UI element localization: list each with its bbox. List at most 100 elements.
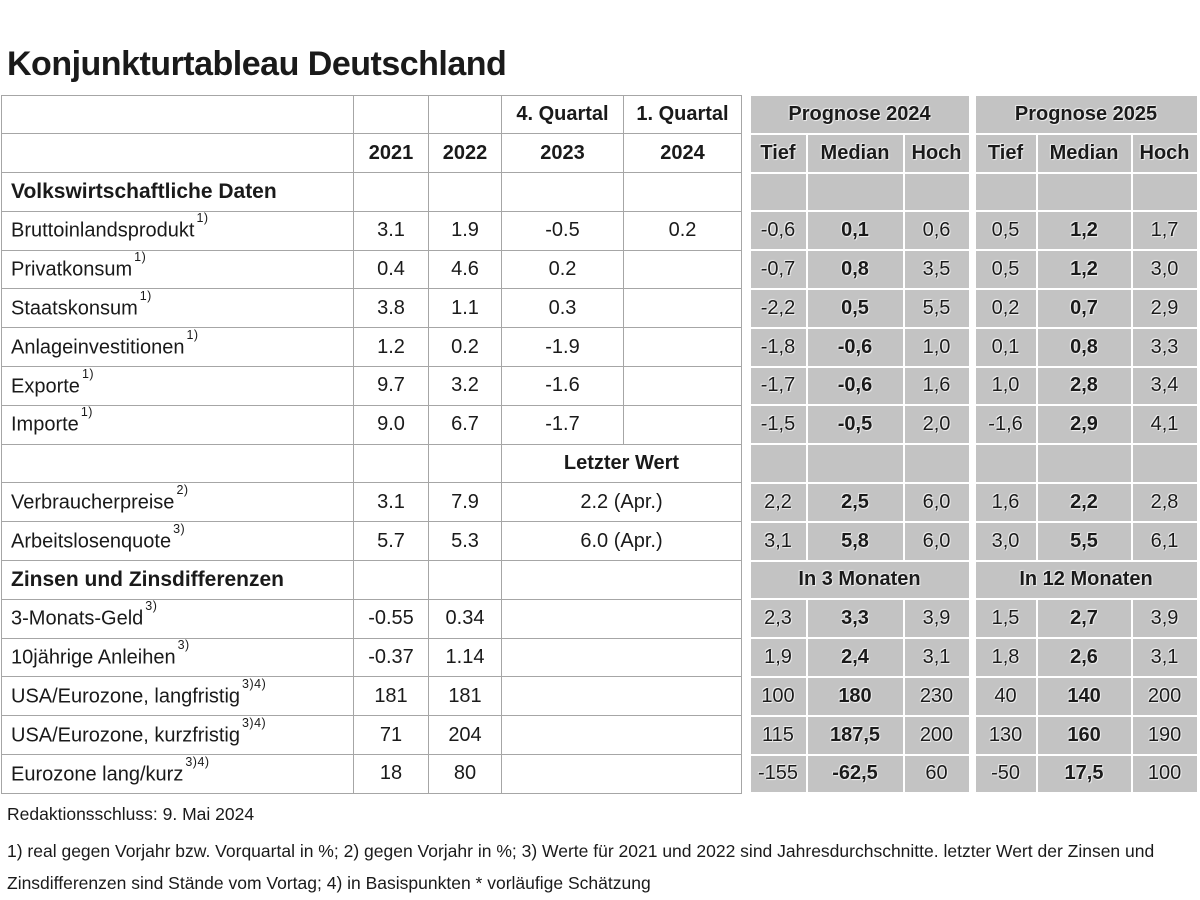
column-gap xyxy=(969,366,975,406)
empty-cell xyxy=(501,715,742,756)
prognose-12m-hoch: 3,9 xyxy=(1130,598,1199,640)
prognose25-tief: -1,6 xyxy=(973,404,1038,446)
prognose25-median: 1,2 xyxy=(1035,249,1133,290)
row-label: USA/Eurozone, kurzfristig3)4) xyxy=(1,715,354,756)
prognose-12m-tief: -50 xyxy=(973,753,1038,795)
column-gap xyxy=(969,638,975,677)
col-header-in-12-monaten: In 12 Monaten xyxy=(973,559,1199,601)
value-q4-2023: -1.9 xyxy=(501,327,624,368)
prognose25-hoch: 3,3 xyxy=(1130,326,1199,368)
empty-cell xyxy=(623,172,742,212)
empty-cell xyxy=(501,560,742,600)
value-letzter-wert: 2.2 (Apr.) xyxy=(501,482,742,523)
row-label-text: USA/Eurozone, langfristig xyxy=(11,685,241,708)
column-gap xyxy=(741,676,750,716)
prognose24-tief: -1,5 xyxy=(748,404,808,446)
column-gap xyxy=(741,133,750,173)
footnote-marker: 3)4) xyxy=(241,715,267,730)
row-label-text: Exporte xyxy=(11,375,80,398)
prognose-3m-hoch: 60 xyxy=(902,753,971,795)
value-q1-2024 xyxy=(623,366,742,406)
prognose-12m-tief: 130 xyxy=(973,714,1038,756)
footnote-marker: 3) xyxy=(177,638,190,653)
row-label-text: Privatkonsum xyxy=(11,258,133,281)
table-row: Exporte1) 9.7 3.2 -1.6 -1,7 -0,6 1,6 1,0… xyxy=(1,365,1199,407)
prognose24-hoch: 1,0 xyxy=(902,326,971,368)
value-q1-2024 xyxy=(623,327,742,368)
empty-cell xyxy=(902,443,971,484)
prognose25-hoch: 2,8 xyxy=(1130,481,1199,523)
row-label-text: Arbeitslosenquote xyxy=(11,530,172,553)
empty-cell xyxy=(748,443,808,484)
col-header-median-2024: Median xyxy=(805,132,905,174)
empty-cell xyxy=(1035,443,1133,484)
prognose25-hoch: 4,1 xyxy=(1130,404,1199,446)
page: Konjunkturtableau Deutschland 4. Quartal… xyxy=(0,47,1200,899)
prognose25-hoch: 6,1 xyxy=(1130,520,1199,562)
empty-cell xyxy=(428,94,502,135)
column-gap xyxy=(741,211,750,251)
prognose24-hoch: 2,0 xyxy=(902,404,971,446)
empty-cell xyxy=(1130,171,1199,213)
row-label: 10jährige Anleihen3) xyxy=(1,637,354,678)
footnote-marker: 3) xyxy=(145,599,158,614)
row-label: Arbeitslosenquote3) xyxy=(1,521,354,562)
prognose24-median: -0,6 xyxy=(805,365,905,407)
prognose25-tief: 0,5 xyxy=(973,249,1038,290)
column-gap xyxy=(969,482,975,522)
prognose24-hoch: 5,5 xyxy=(902,287,971,329)
footnotes-text: 1) real gegen Vorjahr bzw. Vorquartal in… xyxy=(7,841,1155,893)
section-row-volkswirtschaftliche-daten: Volkswirtschaftliche Daten xyxy=(1,171,1199,213)
prognose25-tief: 0,1 xyxy=(973,326,1038,368)
column-gap xyxy=(969,754,975,794)
row-label: Privatkonsum1) xyxy=(1,249,354,290)
value-2022: 6.7 xyxy=(428,404,502,445)
table-row: 3-Monats-Geld3) -0.55 0.34 2,3 3,3 3,9 1… xyxy=(1,598,1199,640)
value-2021: -0.37 xyxy=(353,637,429,678)
prognose25-median: 0,7 xyxy=(1035,287,1133,329)
table-row: Staatskonsum1) 3.8 1.1 0.3 -2,2 0,5 5,5 … xyxy=(1,287,1199,329)
section-title: Zinsen und Zinsdifferenzen xyxy=(1,560,354,600)
empty-cell xyxy=(1,443,354,484)
prognose-3m-hoch: 3,9 xyxy=(902,598,971,640)
prognose24-median: 2,5 xyxy=(805,481,905,523)
empty-cell xyxy=(353,172,429,212)
prognose24-median: 0,1 xyxy=(805,210,905,252)
empty-cell xyxy=(428,443,502,484)
empty-cell xyxy=(902,171,971,213)
prognose25-hoch: 1,7 xyxy=(1130,210,1199,252)
value-2021: 3.1 xyxy=(353,210,429,251)
prognose25-tief: 1,6 xyxy=(973,481,1038,523)
section-title: Volkswirtschaftliche Daten xyxy=(1,172,354,212)
column-gap xyxy=(969,560,975,600)
column-gap xyxy=(741,250,750,289)
empty-cell xyxy=(353,94,429,135)
row-label-text: Anlageinvestitionen xyxy=(11,336,185,359)
column-gap xyxy=(741,288,750,328)
column-gap xyxy=(969,211,975,251)
col-header-2022: 2022 xyxy=(428,133,502,174)
value-2021: 3.8 xyxy=(353,288,429,329)
col-header-2024: 2024 xyxy=(623,133,742,174)
prognose-3m-tief: 2,3 xyxy=(748,598,808,640)
footnote-marker: 3)4) xyxy=(242,677,267,692)
prognose-3m-tief: 115 xyxy=(748,714,808,756)
column-gap xyxy=(741,405,750,445)
prognose-12m-median: 17,5 xyxy=(1035,753,1133,795)
empty-cell xyxy=(501,754,742,794)
prognose24-tief: 2,2 xyxy=(748,481,808,523)
value-2022: 1.9 xyxy=(428,210,502,251)
row-label-text: USA/Eurozone, kurzfristig xyxy=(11,724,240,747)
page-title: Konjunkturtableau Deutschland xyxy=(7,45,507,83)
row-label: USA/Eurozone, langfristig3)4) xyxy=(1,676,354,717)
prognose-12m-hoch: 100 xyxy=(1130,753,1199,795)
row-label-text: Importe xyxy=(11,414,79,437)
row-label: Importe1) xyxy=(1,404,354,445)
col-header-tief-2024: Tief xyxy=(748,132,808,174)
prognose-3m-hoch: 200 xyxy=(902,714,971,756)
prognose24-tief: -0,6 xyxy=(748,210,808,252)
col-header-in-3-monaten: In 3 Monaten xyxy=(748,559,971,601)
column-gap xyxy=(969,676,975,716)
col-header-prognose-2025: Prognose 2025 xyxy=(973,94,1199,135)
empty-cell xyxy=(501,598,742,639)
